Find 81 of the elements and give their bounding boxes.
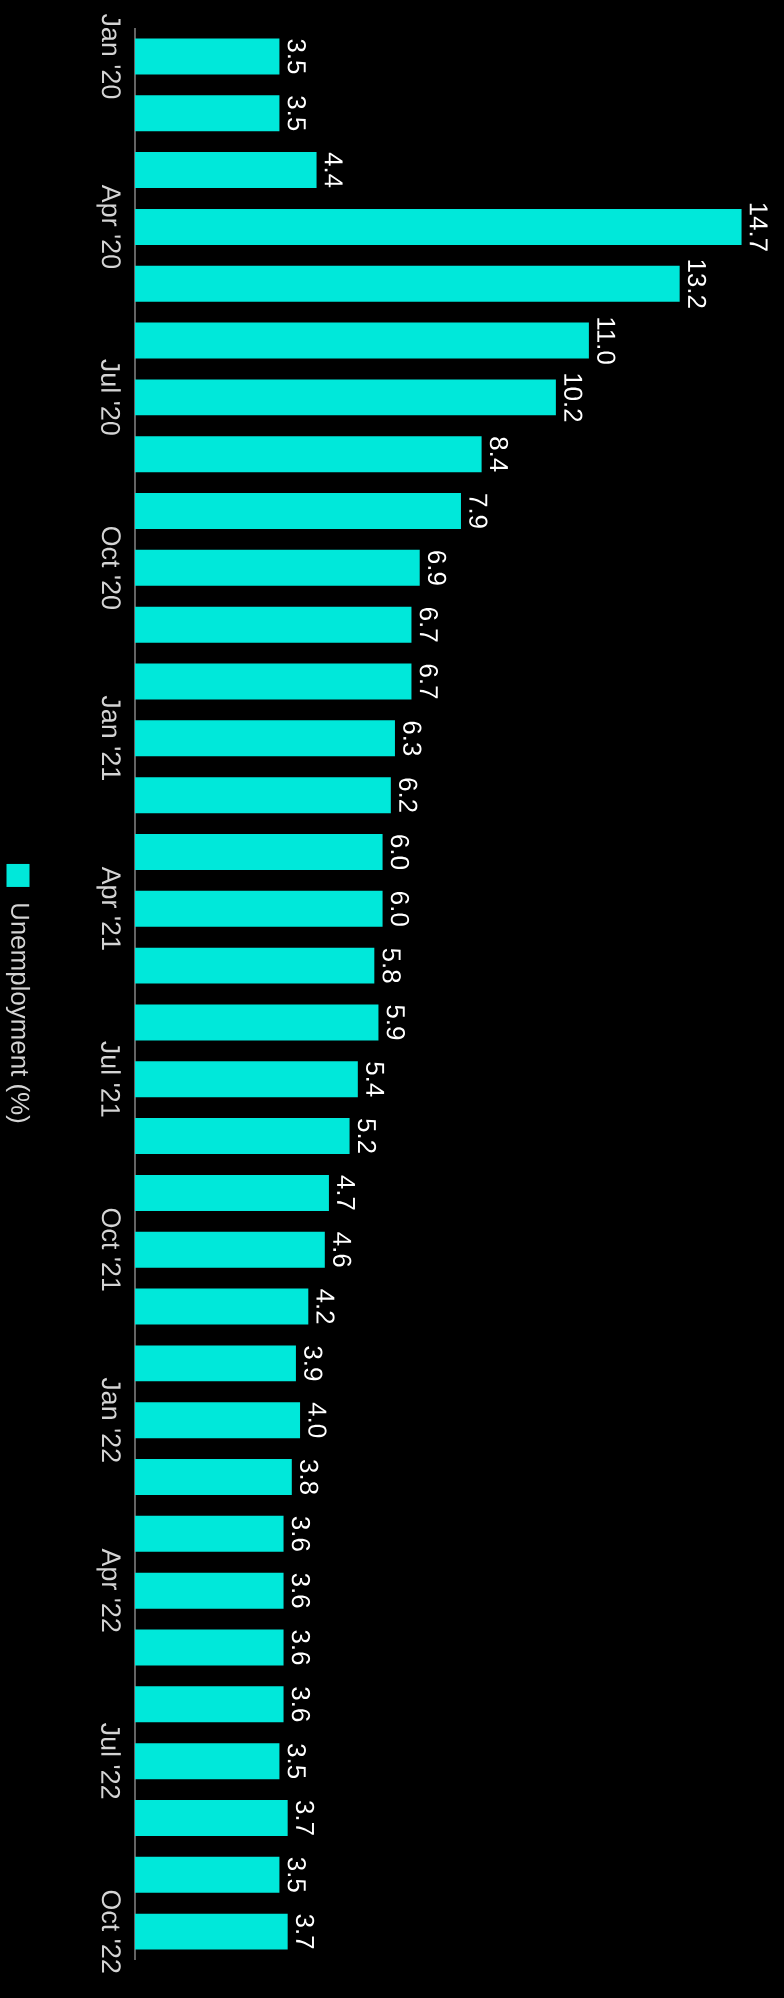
- bar: [135, 720, 395, 757]
- data-label: 5.8: [382, 948, 401, 983]
- bar: [135, 1799, 288, 1836]
- data-label: 3.6: [291, 1573, 311, 1608]
- bar: [135, 379, 556, 416]
- bar: [135, 1629, 284, 1666]
- bar: [135, 1856, 280, 1893]
- y-tick-label: Jan '22: [101, 1377, 121, 1462]
- data-label: 11.0: [597, 318, 616, 364]
- bar: [135, 1061, 358, 1098]
- bar: [135, 1231, 325, 1268]
- data-label: 7.9: [469, 494, 488, 528]
- legend-label: Unemployment (%): [5, 904, 31, 1123]
- y-tick-label: Oct '20: [101, 526, 121, 609]
- data-label: 10.2: [564, 374, 583, 422]
- data-label: 3.8: [300, 1460, 319, 1494]
- y-tick-label: Oct '22: [101, 1890, 121, 1973]
- data-label: 4.7: [337, 1175, 355, 1210]
- bar: [135, 1743, 280, 1780]
- y-tick-label: Jul '21: [101, 1041, 121, 1117]
- y-tick-label: Jan '20: [101, 13, 121, 99]
- data-label: 3.5: [287, 1744, 306, 1779]
- bar: [135, 208, 742, 245]
- bar: [135, 663, 412, 700]
- data-label: 3.7: [295, 1800, 315, 1835]
- data-label: 5.2: [357, 1119, 377, 1153]
- data-label: 4.2: [316, 1289, 335, 1324]
- bar: [135, 1288, 309, 1325]
- y-tick-label: Apr '22: [96, 1548, 121, 1632]
- y-tick-label: Jul '20: [101, 359, 121, 435]
- data-label: 6.0: [390, 835, 410, 869]
- data-label: 3.5: [287, 96, 306, 131]
- bar: [135, 265, 680, 302]
- data-label: 6.3: [403, 721, 422, 756]
- bar: [135, 549, 420, 586]
- y-tick-label: Apr '21: [96, 866, 121, 950]
- bar: [135, 95, 280, 132]
- data-label: 14.7: [749, 203, 768, 251]
- data-label: 3.6: [291, 1687, 311, 1722]
- data-label: 3.6: [291, 1630, 311, 1665]
- bar: [135, 436, 482, 473]
- data-label: 6.9: [427, 551, 447, 585]
- data-label: 4.6: [333, 1232, 352, 1267]
- bar: [135, 38, 280, 75]
- data-label: 3.6: [291, 1516, 311, 1551]
- bar: [135, 1572, 284, 1609]
- data-label: 6.0: [390, 892, 410, 926]
- bar: [135, 1118, 350, 1155]
- data-label: 6.7: [419, 607, 438, 642]
- bar: [135, 833, 383, 870]
- bar: [135, 1402, 301, 1439]
- data-label: 13.2: [687, 260, 707, 308]
- bar: [135, 493, 461, 530]
- bar: [135, 947, 375, 984]
- data-label: 6.7: [419, 664, 438, 699]
- data-label: 6.2: [399, 778, 418, 812]
- bar: [135, 1004, 379, 1041]
- bar: [135, 322, 589, 359]
- data-label: 4.4: [324, 152, 343, 188]
- data-label: 5.9: [386, 1005, 405, 1040]
- bar: [135, 1686, 284, 1723]
- bar: [135, 606, 412, 643]
- bar: [135, 1459, 292, 1496]
- bar: [135, 777, 391, 814]
- bar: [135, 152, 317, 189]
- data-label: 4.0: [308, 1402, 327, 1438]
- data-label: 3.9: [304, 1346, 323, 1381]
- bar: [135, 1345, 296, 1382]
- data-label: 3.7: [295, 1914, 315, 1949]
- bar: [135, 1515, 284, 1552]
- bar: [135, 890, 383, 927]
- y-tick-label: Oct '21: [101, 1208, 121, 1291]
- y-tick-label: Jul '22: [101, 1723, 121, 1799]
- bar: [135, 1174, 329, 1211]
- y-tick-label: Apr '20: [96, 184, 121, 269]
- data-label: 3.5: [287, 39, 306, 74]
- bar: [135, 1913, 288, 1950]
- data-label: 3.5: [287, 1857, 306, 1892]
- data-label: 5.4: [366, 1062, 385, 1097]
- data-label: 8.4: [489, 437, 509, 472]
- y-tick-label: Jan '21: [101, 695, 121, 780]
